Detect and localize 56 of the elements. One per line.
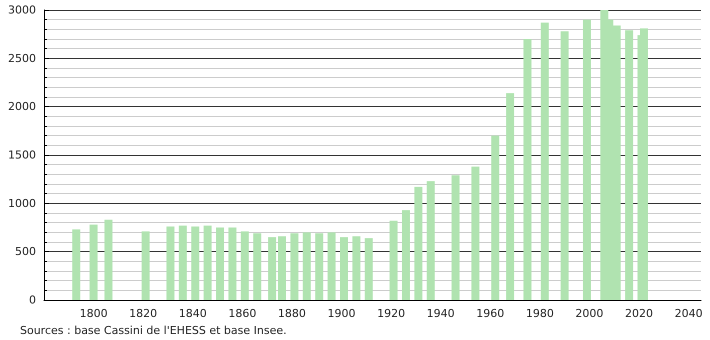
bar (268, 237, 276, 300)
bar (328, 232, 336, 300)
bar (625, 30, 634, 300)
x-tick-label: 2020 (625, 307, 654, 320)
bar (290, 233, 298, 300)
bar (240, 231, 249, 300)
bar (402, 210, 410, 300)
bar (523, 39, 532, 300)
bar (582, 20, 591, 300)
bar (315, 233, 324, 300)
x-tick-label: 1940 (426, 307, 455, 320)
bar (72, 229, 80, 300)
bar (364, 238, 373, 300)
bar (178, 226, 187, 300)
y-tick-label: 2000 (8, 100, 36, 114)
bar (471, 166, 480, 300)
x-tick-label: 1860 (228, 307, 256, 320)
y-tick-label: 500 (15, 245, 36, 258)
x-tick-label: 2000 (575, 307, 604, 320)
x-tick-label: 1920 (377, 307, 406, 320)
bar (352, 236, 360, 300)
x-tick-label: 1820 (129, 307, 158, 320)
x-tick-label: 1980 (526, 307, 554, 320)
bar (640, 28, 648, 300)
y-tick-label: 1500 (8, 148, 36, 162)
x-tick-label: 1960 (476, 307, 504, 320)
y-tick-label: 3000 (8, 4, 36, 16)
bar (302, 232, 311, 300)
x-tick-label: 1900 (328, 307, 356, 320)
y-tick-label: 1000 (8, 196, 36, 210)
bar (491, 136, 500, 300)
bar (414, 186, 422, 300)
bar (191, 226, 200, 300)
bar (278, 236, 286, 300)
x-tick-label: 1800 (80, 307, 108, 320)
bar (204, 226, 212, 300)
bar (560, 31, 569, 300)
bar (90, 224, 98, 300)
bar (216, 228, 224, 300)
bar (166, 226, 174, 300)
bar (452, 175, 460, 300)
y-tick-label: 0 (29, 294, 36, 306)
bar (104, 220, 112, 300)
bar (426, 181, 435, 300)
bar (228, 228, 236, 300)
x-tick-label: 1880 (278, 307, 306, 320)
y-tick-label: 2500 (8, 52, 36, 65)
bar (390, 220, 398, 300)
x-tick-label: 1840 (178, 307, 207, 320)
bar (540, 22, 549, 300)
source-note: Sources : base Cassini de l'EHESS et base Insee. (20, 324, 287, 337)
x-tick-label: 2040 (674, 307, 703, 320)
bar (506, 93, 514, 300)
bar (253, 233, 262, 300)
bar (142, 231, 150, 300)
bar (340, 237, 348, 300)
